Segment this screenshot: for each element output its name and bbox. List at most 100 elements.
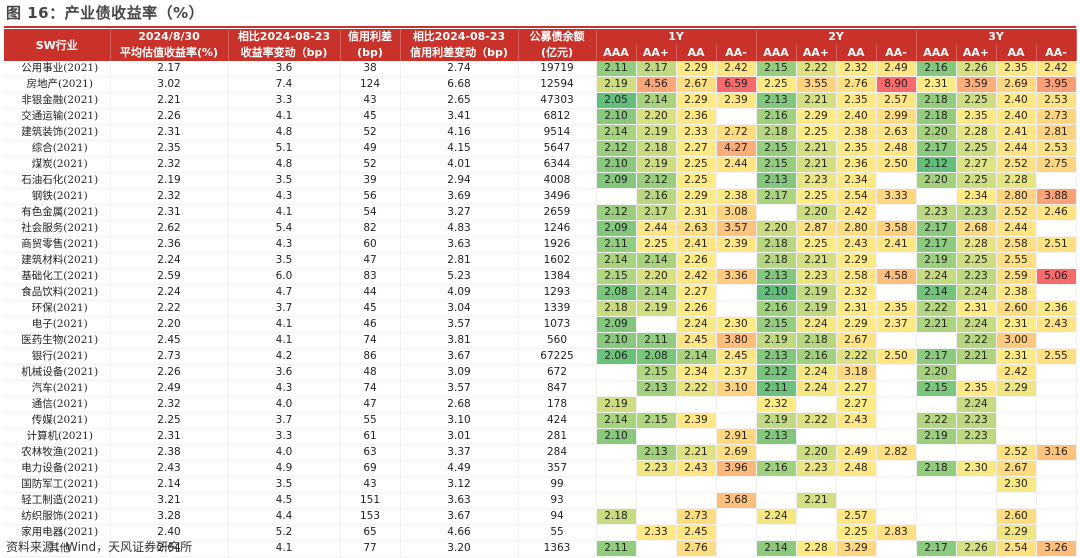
yield-y2-cell: 2.32 <box>756 396 797 413</box>
yield-y3-cell: 2.23 <box>956 428 997 445</box>
yield-y1-cell: 2.42 <box>716 61 757 77</box>
yield-y1-cell: 2.11 <box>636 332 677 349</box>
yield-y3-cell <box>996 412 1037 429</box>
balance-cell: 1073 <box>518 316 597 333</box>
table-row: 非银金融(2021) 2.21 3.3 43 2.65 47303 2.05 2.14 2.29… <box>4 92 1077 109</box>
yield-y3-cell: 2.24 <box>956 284 997 301</box>
yield-y2-cell: 2.76 <box>836 76 877 93</box>
yield-y3-cell: 2.21 <box>916 316 957 333</box>
avg-yield-cell: 2.43 <box>110 460 229 477</box>
spread-cell: 69 <box>340 460 401 477</box>
yield-change-cell: 4.3 <box>228 380 341 397</box>
yield-change-cell: 6.0 <box>228 268 341 285</box>
spread-cell: 151 <box>340 492 401 509</box>
yield-y2-cell: 2.21 <box>796 140 837 157</box>
yield-y3-cell: 2.23 <box>956 412 997 429</box>
sw-cell: 有色金属(2021) <box>4 204 111 221</box>
yield-y1-cell: 2.39 <box>676 412 717 429</box>
spread-cell: 61 <box>340 428 401 445</box>
yield-y2-cell: 2.25 <box>796 236 837 253</box>
header-date-top: 2024/8/30 <box>110 29 229 44</box>
sw-cell: 银行(2021) <box>4 348 111 365</box>
yield-y1-cell: 2.17 <box>636 204 677 221</box>
yield-y3-cell: 2.21 <box>956 348 997 365</box>
yield-y3-cell: 2.36 <box>1036 300 1077 317</box>
yield-y2-cell <box>756 444 797 461</box>
yield-y1-cell: 2.05 <box>596 92 637 109</box>
sw-cell: 公用事业(2021) <box>4 61 111 77</box>
yield-y3-cell: 2.53 <box>1036 140 1077 157</box>
yield-y1-cell: 3.80 <box>716 332 757 349</box>
sw-cell: 轻工制造(2021) <box>4 492 111 509</box>
header-group-1y: 1Y <box>596 29 757 44</box>
yield-y3-cell: 2.22 <box>916 412 957 429</box>
yield-y1-cell: 2.15 <box>636 412 677 429</box>
yield-y2-cell: 2.23 <box>796 268 837 285</box>
yield-y1-cell <box>716 284 757 301</box>
balance-cell: 9514 <box>518 124 597 141</box>
table-row: 交通运输(2021) 2.26 4.1 45 3.41 6812 2.10 2.20 2.36 2… <box>4 108 1077 125</box>
yield-y2-cell <box>876 396 917 413</box>
yield-y2-cell: 2.25 <box>836 524 877 541</box>
avg-yield-cell: 2.31 <box>110 428 229 445</box>
spread-cell: 39 <box>340 172 401 189</box>
balance-cell: 1246 <box>518 220 597 237</box>
yield-y1-cell: 2.73 <box>676 508 717 525</box>
yield-y3-cell: 2.35 <box>956 108 997 125</box>
yield-y3-cell: 2.41 <box>996 124 1037 141</box>
yield-y2-cell: 2.10 <box>756 284 797 301</box>
yield-y3-cell <box>956 492 997 509</box>
spread-cell: 74 <box>340 332 401 349</box>
header-group-2y: 2Y <box>756 29 917 44</box>
yield-y2-cell <box>876 380 917 397</box>
yield-y3-cell <box>1036 492 1077 509</box>
yield-y3-cell <box>956 476 997 493</box>
avg-yield-cell: 2.38 <box>110 444 229 461</box>
yield-y1-cell: 2.14 <box>676 348 717 365</box>
yield-y1-cell: 2.26 <box>676 300 717 317</box>
yield-y3-cell: 2.52 <box>996 156 1037 173</box>
sw-cell: 国防军工(2021) <box>4 476 111 493</box>
yield-y1-cell <box>636 540 677 557</box>
yield-y3-cell: 2.30 <box>956 460 997 477</box>
yield-y2-cell: 2.24 <box>796 364 837 381</box>
sw-cell: 房地产(2021) <box>4 76 111 93</box>
yield-y3-cell: 2.19 <box>916 428 957 445</box>
yield-y1-cell: 2.06 <box>596 348 637 365</box>
yield-y1-cell: 2.33 <box>636 524 677 541</box>
yield-y2-cell: 2.54 <box>836 188 877 205</box>
yield-y2-cell: 2.16 <box>796 348 837 365</box>
sw-cell: 石油石化(2021) <box>4 172 111 189</box>
table-row: 其他 2.64 4.1 77 3.20 1363 2.11 2.76 2.14 2.28 3.29 2… <box>4 540 1077 557</box>
balance-cell: 55 <box>518 524 597 541</box>
spread-change-cell: 3.63 <box>400 236 519 253</box>
yield-y2-cell: 2.18 <box>796 332 837 349</box>
yield-y3-cell: 2.52 <box>996 204 1037 221</box>
yield-y1-cell: 2.29 <box>676 61 717 77</box>
yield-y3-cell: 2.17 <box>916 220 957 237</box>
yield-change-cell: 3.5 <box>228 172 341 189</box>
yield-y3-cell: 2.29 <box>996 380 1037 397</box>
yield-y3-cell: 2.51 <box>1036 236 1077 253</box>
yield-y2-cell: 2.21 <box>796 252 837 269</box>
yield-y2-cell: 2.48 <box>876 140 917 157</box>
avg-yield-cell: 2.40 <box>110 524 229 541</box>
balance-cell: 1339 <box>518 300 597 317</box>
yield-y1-cell: 2.13 <box>636 444 677 461</box>
yield-y2-cell: 2.57 <box>836 508 877 525</box>
yield-y1-cell: 2.45 <box>716 348 757 365</box>
yield-y1-cell <box>636 476 677 493</box>
balance-cell: 424 <box>518 412 597 429</box>
yield-y3-cell: 2.25 <box>956 252 997 269</box>
yield-y2-cell <box>756 204 797 221</box>
sw-cell: 非银金融(2021) <box>4 92 111 109</box>
yield-y2-cell: 2.23 <box>796 460 837 477</box>
spread-change-cell: 3.67 <box>400 508 519 525</box>
balance-cell: 560 <box>518 332 597 349</box>
yield-y2-cell: 2.27 <box>836 396 877 413</box>
table-row: 建筑装饰(2021) 2.31 4.8 52 4.16 9514 2.14 2.19 2.33 2… <box>4 124 1077 141</box>
yield-y3-cell: 2.17 <box>916 140 957 157</box>
yield-y3-cell: 2.18 <box>916 108 957 125</box>
yield-change-cell: 5.4 <box>228 220 341 237</box>
yield-change-cell: 4.1 <box>228 316 341 333</box>
